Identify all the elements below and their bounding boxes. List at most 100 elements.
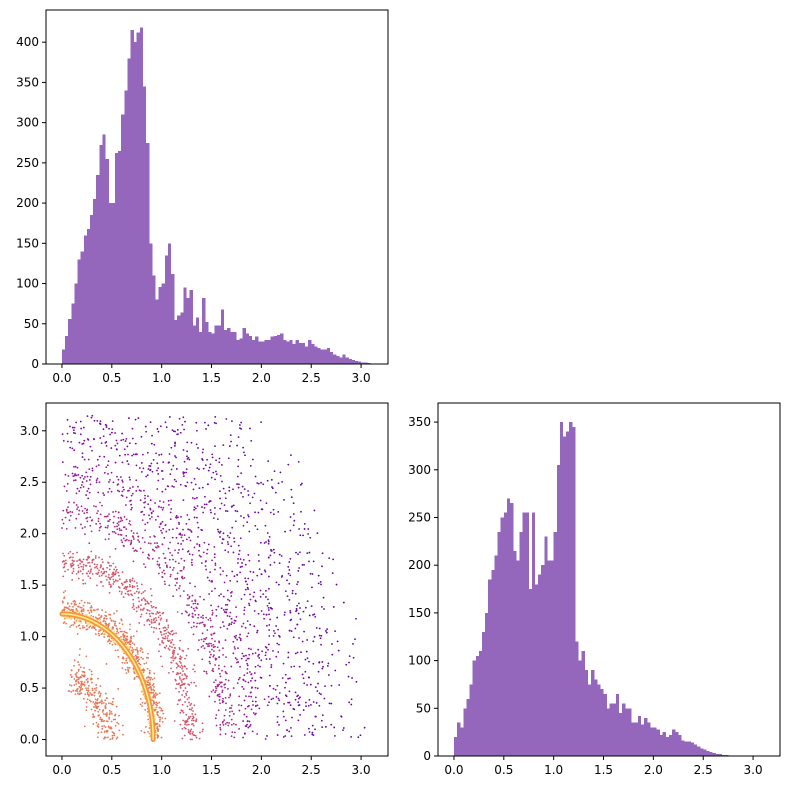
scatter-point xyxy=(141,705,144,708)
scatter-point xyxy=(131,437,134,440)
scatter-point xyxy=(146,474,149,477)
scatter-point xyxy=(104,620,107,623)
scatter-point xyxy=(215,689,217,692)
scatter-point xyxy=(209,619,212,622)
top-hist-bar xyxy=(152,275,156,364)
scatter-point xyxy=(99,694,102,697)
scatter-point xyxy=(226,721,229,724)
top-hist-bar xyxy=(105,158,109,364)
right-hist-bar xyxy=(475,655,480,756)
scatter-point xyxy=(208,645,211,647)
scatter-point xyxy=(108,581,111,584)
scatter-point xyxy=(97,608,99,611)
scatter-point xyxy=(298,528,301,530)
scatter-point xyxy=(82,485,85,488)
scatter-point xyxy=(77,670,80,672)
scatter-point xyxy=(239,537,242,540)
scatter-point xyxy=(236,682,239,685)
scatter-point xyxy=(131,584,134,587)
scatter-point xyxy=(232,551,235,554)
scatter-point xyxy=(185,719,187,722)
scatter-point xyxy=(297,553,299,556)
scatter-point xyxy=(268,629,271,631)
scatter-point xyxy=(289,609,292,612)
scatter-point xyxy=(127,670,130,673)
scatter-point xyxy=(143,513,145,516)
scatter-point xyxy=(84,693,87,696)
scatter-point xyxy=(103,636,106,638)
scatter-point xyxy=(88,561,91,564)
scatter-point xyxy=(112,521,115,524)
scatter-point xyxy=(290,618,293,621)
scatter-point xyxy=(282,715,285,718)
scatter-point xyxy=(135,464,138,467)
scatter-point xyxy=(81,527,84,530)
scatter-point xyxy=(116,442,119,445)
scatter-point xyxy=(238,695,241,698)
scatter-point xyxy=(86,628,89,631)
scatter-point xyxy=(120,582,123,585)
scatter-point xyxy=(75,679,78,682)
scatter-point xyxy=(146,556,149,559)
scatter-point xyxy=(235,634,238,637)
right-hist-ytick-label: 150 xyxy=(408,606,431,620)
scatter-point xyxy=(102,568,105,571)
scatter-point xyxy=(87,575,90,577)
scatter-point xyxy=(144,497,146,500)
top-hist-bar xyxy=(149,243,153,364)
scatter-point xyxy=(131,647,134,649)
scatter-point xyxy=(295,607,298,610)
scatter-point xyxy=(175,673,178,676)
scatter-point xyxy=(158,526,161,528)
scatter-point xyxy=(239,637,242,640)
scatter-ytick-label: 2.0 xyxy=(20,527,39,541)
scatter-point xyxy=(122,733,124,736)
scatter-point xyxy=(93,609,96,612)
scatter-point xyxy=(85,709,88,712)
scatter-point xyxy=(228,489,231,492)
scatter-point xyxy=(333,726,336,729)
scatter-point xyxy=(80,523,82,526)
scatter-point xyxy=(206,458,209,461)
scatter-point xyxy=(162,527,165,530)
scatter-point xyxy=(74,479,77,482)
scatter-point xyxy=(149,669,151,672)
scatter-point xyxy=(148,514,150,517)
scatter-point xyxy=(67,568,69,571)
scatter-point xyxy=(94,633,97,636)
scatter-point xyxy=(154,606,157,609)
scatter-point xyxy=(217,709,220,712)
scatter-point xyxy=(143,702,146,705)
scatter-point xyxy=(145,430,148,433)
scatter-point xyxy=(160,707,163,710)
scatter-point xyxy=(270,666,273,668)
scatter-point xyxy=(221,480,223,483)
scatter-point xyxy=(170,667,172,670)
scatter-point xyxy=(100,442,103,445)
scatter-point xyxy=(110,564,113,567)
scatter-point xyxy=(213,681,215,684)
scatter-point xyxy=(153,701,155,704)
scatter-point xyxy=(139,615,142,618)
scatter-point xyxy=(84,533,86,536)
scatter-point xyxy=(116,643,119,646)
top-hist-bar xyxy=(86,228,91,364)
scatter-point xyxy=(123,587,126,590)
scatter-point xyxy=(120,619,123,622)
scatter-point xyxy=(130,539,133,542)
scatter-point xyxy=(160,453,163,456)
scatter-point xyxy=(211,669,214,672)
scatter-point xyxy=(129,499,132,502)
scatter-point xyxy=(147,495,149,497)
scatter-point xyxy=(112,575,114,578)
scatter-point xyxy=(210,511,212,514)
scatter-point xyxy=(219,573,222,576)
scatter-point xyxy=(61,527,63,529)
scatter-point xyxy=(116,610,118,612)
scatter-point xyxy=(265,541,267,543)
scatter-point xyxy=(205,428,207,430)
scatter-point xyxy=(98,629,100,631)
scatter-point xyxy=(88,699,91,702)
scatter-point xyxy=(118,454,121,457)
scatter-point xyxy=(139,647,142,650)
